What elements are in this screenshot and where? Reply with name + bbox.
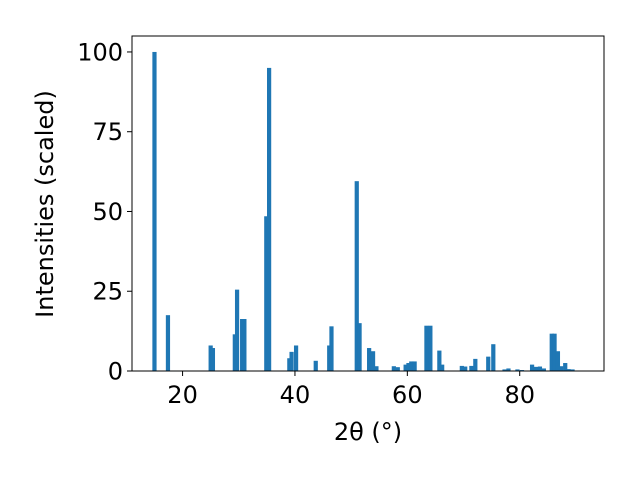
bar: [327, 345, 332, 371]
bar: [529, 364, 535, 371]
bar: [537, 366, 543, 371]
bar: [412, 361, 417, 371]
bar: [234, 289, 240, 371]
bar: [313, 360, 318, 371]
bar: [502, 369, 507, 371]
x-tick-label: 60: [392, 381, 423, 409]
bar: [240, 319, 245, 371]
bar: [367, 348, 372, 371]
y-tick-label: 100: [77, 38, 123, 66]
bar: [242, 319, 247, 371]
bar: [459, 365, 464, 371]
bar: [264, 216, 269, 371]
bar: [293, 345, 299, 371]
bar: [555, 351, 561, 371]
bar: [152, 51, 157, 371]
y-tick-label: 0: [108, 358, 123, 386]
bar: [406, 363, 411, 371]
y-axis-ticks: 0 25 50 75 100: [77, 38, 132, 386]
bar: [428, 325, 433, 371]
bar: [267, 67, 272, 372]
y-axis-label: Intensities (scaled): [31, 90, 59, 318]
x-tick-label: 40: [280, 381, 311, 409]
bar: [329, 326, 334, 371]
bar: [559, 366, 564, 371]
bar: [506, 368, 511, 371]
bar: [357, 323, 362, 371]
bar: [549, 333, 554, 371]
bar: [424, 325, 429, 371]
bar: [570, 369, 575, 371]
bar: [403, 364, 408, 371]
bar: [409, 361, 414, 371]
bar: [469, 365, 474, 371]
bar: [391, 366, 396, 371]
bar: [552, 333, 557, 371]
bar: [210, 348, 216, 371]
bar: [374, 366, 379, 371]
bar: [287, 358, 292, 371]
bar: [289, 351, 294, 371]
bar: [165, 315, 171, 371]
bar: [370, 351, 376, 371]
bar: [463, 366, 468, 371]
bar: [208, 345, 213, 371]
y-tick-label: 75: [92, 118, 123, 146]
y-tick-label: 50: [92, 198, 123, 226]
bar: [473, 358, 478, 371]
bar: [486, 356, 491, 371]
bar: [395, 367, 400, 371]
bar: [437, 350, 442, 371]
x-tick-label: 80: [504, 381, 535, 409]
plot-frame: [131, 35, 605, 372]
x-axis-label: 2θ (°): [334, 418, 402, 446]
bar: [515, 369, 520, 371]
bar: [440, 364, 445, 371]
bar: [232, 334, 237, 371]
y-tick-label: 25: [92, 278, 123, 306]
bar: [541, 368, 546, 371]
x-axis-ticks: 20 40 60 80: [167, 371, 535, 409]
bar: [491, 344, 496, 371]
bar: [533, 366, 539, 371]
bar: [354, 181, 359, 371]
bar-series: [152, 51, 575, 372]
bar: [566, 369, 571, 371]
x-tick-label: 20: [167, 381, 198, 409]
bar: [563, 363, 568, 371]
